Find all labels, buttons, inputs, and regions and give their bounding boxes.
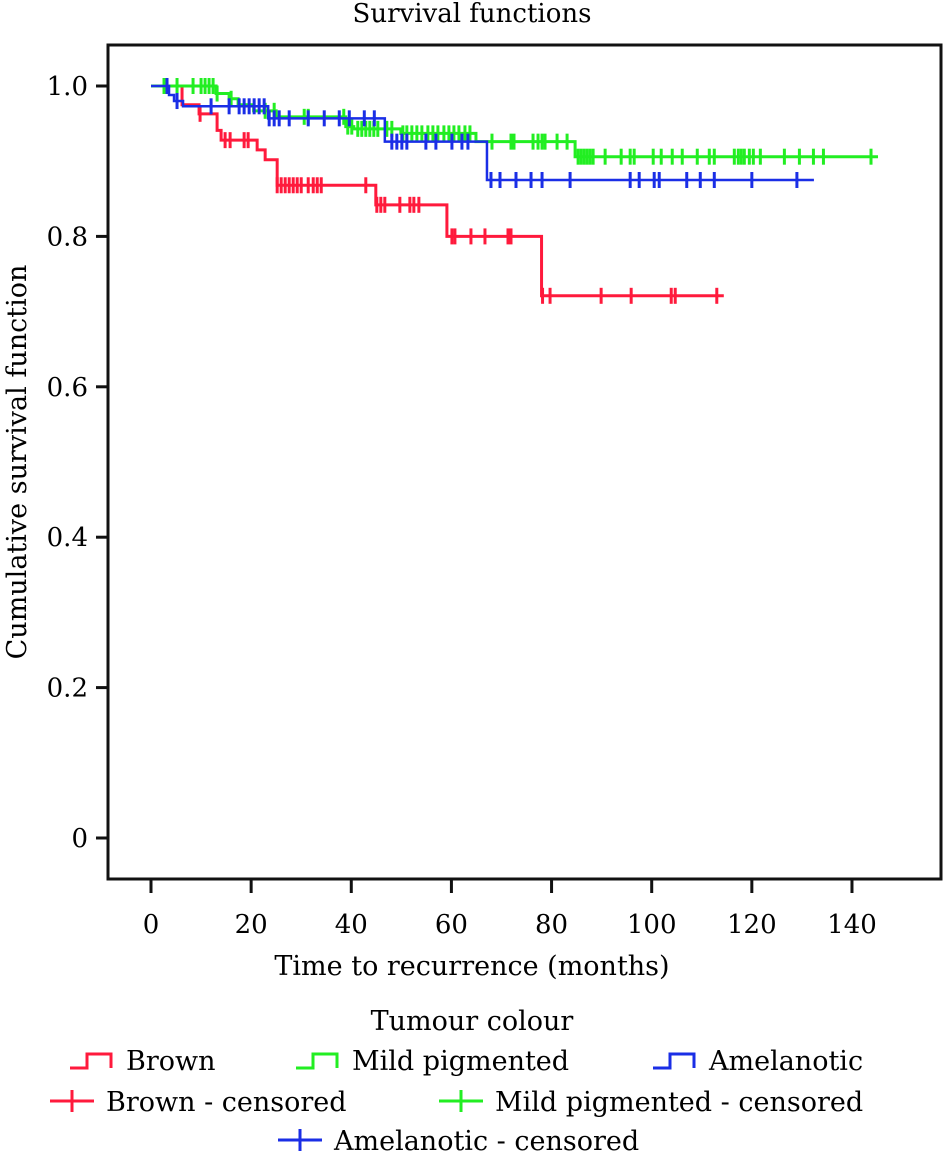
y-tick-label: 0.8 [47,222,88,252]
y-axis-label: Cumulative survival function [2,265,33,660]
series-mild-pigmented [151,78,879,165]
plot-frame [106,43,943,881]
y-tick-label: 0.4 [47,523,88,553]
series-brown [151,84,724,304]
survival-curve-amelanotic [151,84,814,182]
legend-step-icon [296,1052,339,1070]
legend: Brown Mild pigmented Amelanotic Brown - cen… [50,1046,863,1152]
x-tick-label: 120 [727,910,777,940]
legend-label: Amelanotic [708,1046,863,1077]
legend-item: Amelanotic - censored [278,1126,639,1152]
legend-label: Amelanotic - censored [333,1126,639,1152]
legend-item: Brown - censored [50,1087,347,1118]
x-tick-label: 140 [827,910,877,940]
chart-title: Survival functions [353,0,592,29]
y-axis: 0 0.2 0.4 0.6 0.8 1.0 [47,72,108,854]
x-axis-label: Time to recurrence (months) [274,951,669,982]
x-tick-label: 0 [143,910,160,940]
legend-label: Brown [126,1046,216,1077]
x-tick-label: 60 [435,910,468,940]
series-amelanotic [151,78,814,188]
y-tick-label: 0.6 [47,373,88,403]
legend-step-icon [653,1052,696,1070]
legend-item: Brown [70,1046,216,1077]
x-axis: 0 20 40 60 80 100 120 140 [143,879,877,940]
survival-curve-mild-pigmented [151,84,879,159]
series-layer [151,78,879,304]
x-tick-label: 80 [535,910,568,940]
legend-step-icon [70,1052,113,1070]
y-tick-label: 0 [71,824,88,854]
y-tick-label: 1.0 [47,72,88,102]
legend-item: Mild pigmented [296,1046,569,1077]
legend-item: Mild pigmented - censored [439,1087,863,1118]
x-tick-label: 40 [335,910,368,940]
x-tick-label: 100 [627,910,677,940]
y-tick-label: 0.2 [47,674,88,704]
legend-title: Tumour colour [371,1006,574,1037]
legend-label: Brown - censored [106,1087,347,1118]
x-tick-label: 20 [235,910,268,940]
legend-item: Amelanotic [653,1046,863,1077]
legend-label: Mild pigmented - censored [495,1087,863,1118]
legend-label: Mild pigmented [352,1046,569,1077]
survival-curve-brown [151,84,724,298]
